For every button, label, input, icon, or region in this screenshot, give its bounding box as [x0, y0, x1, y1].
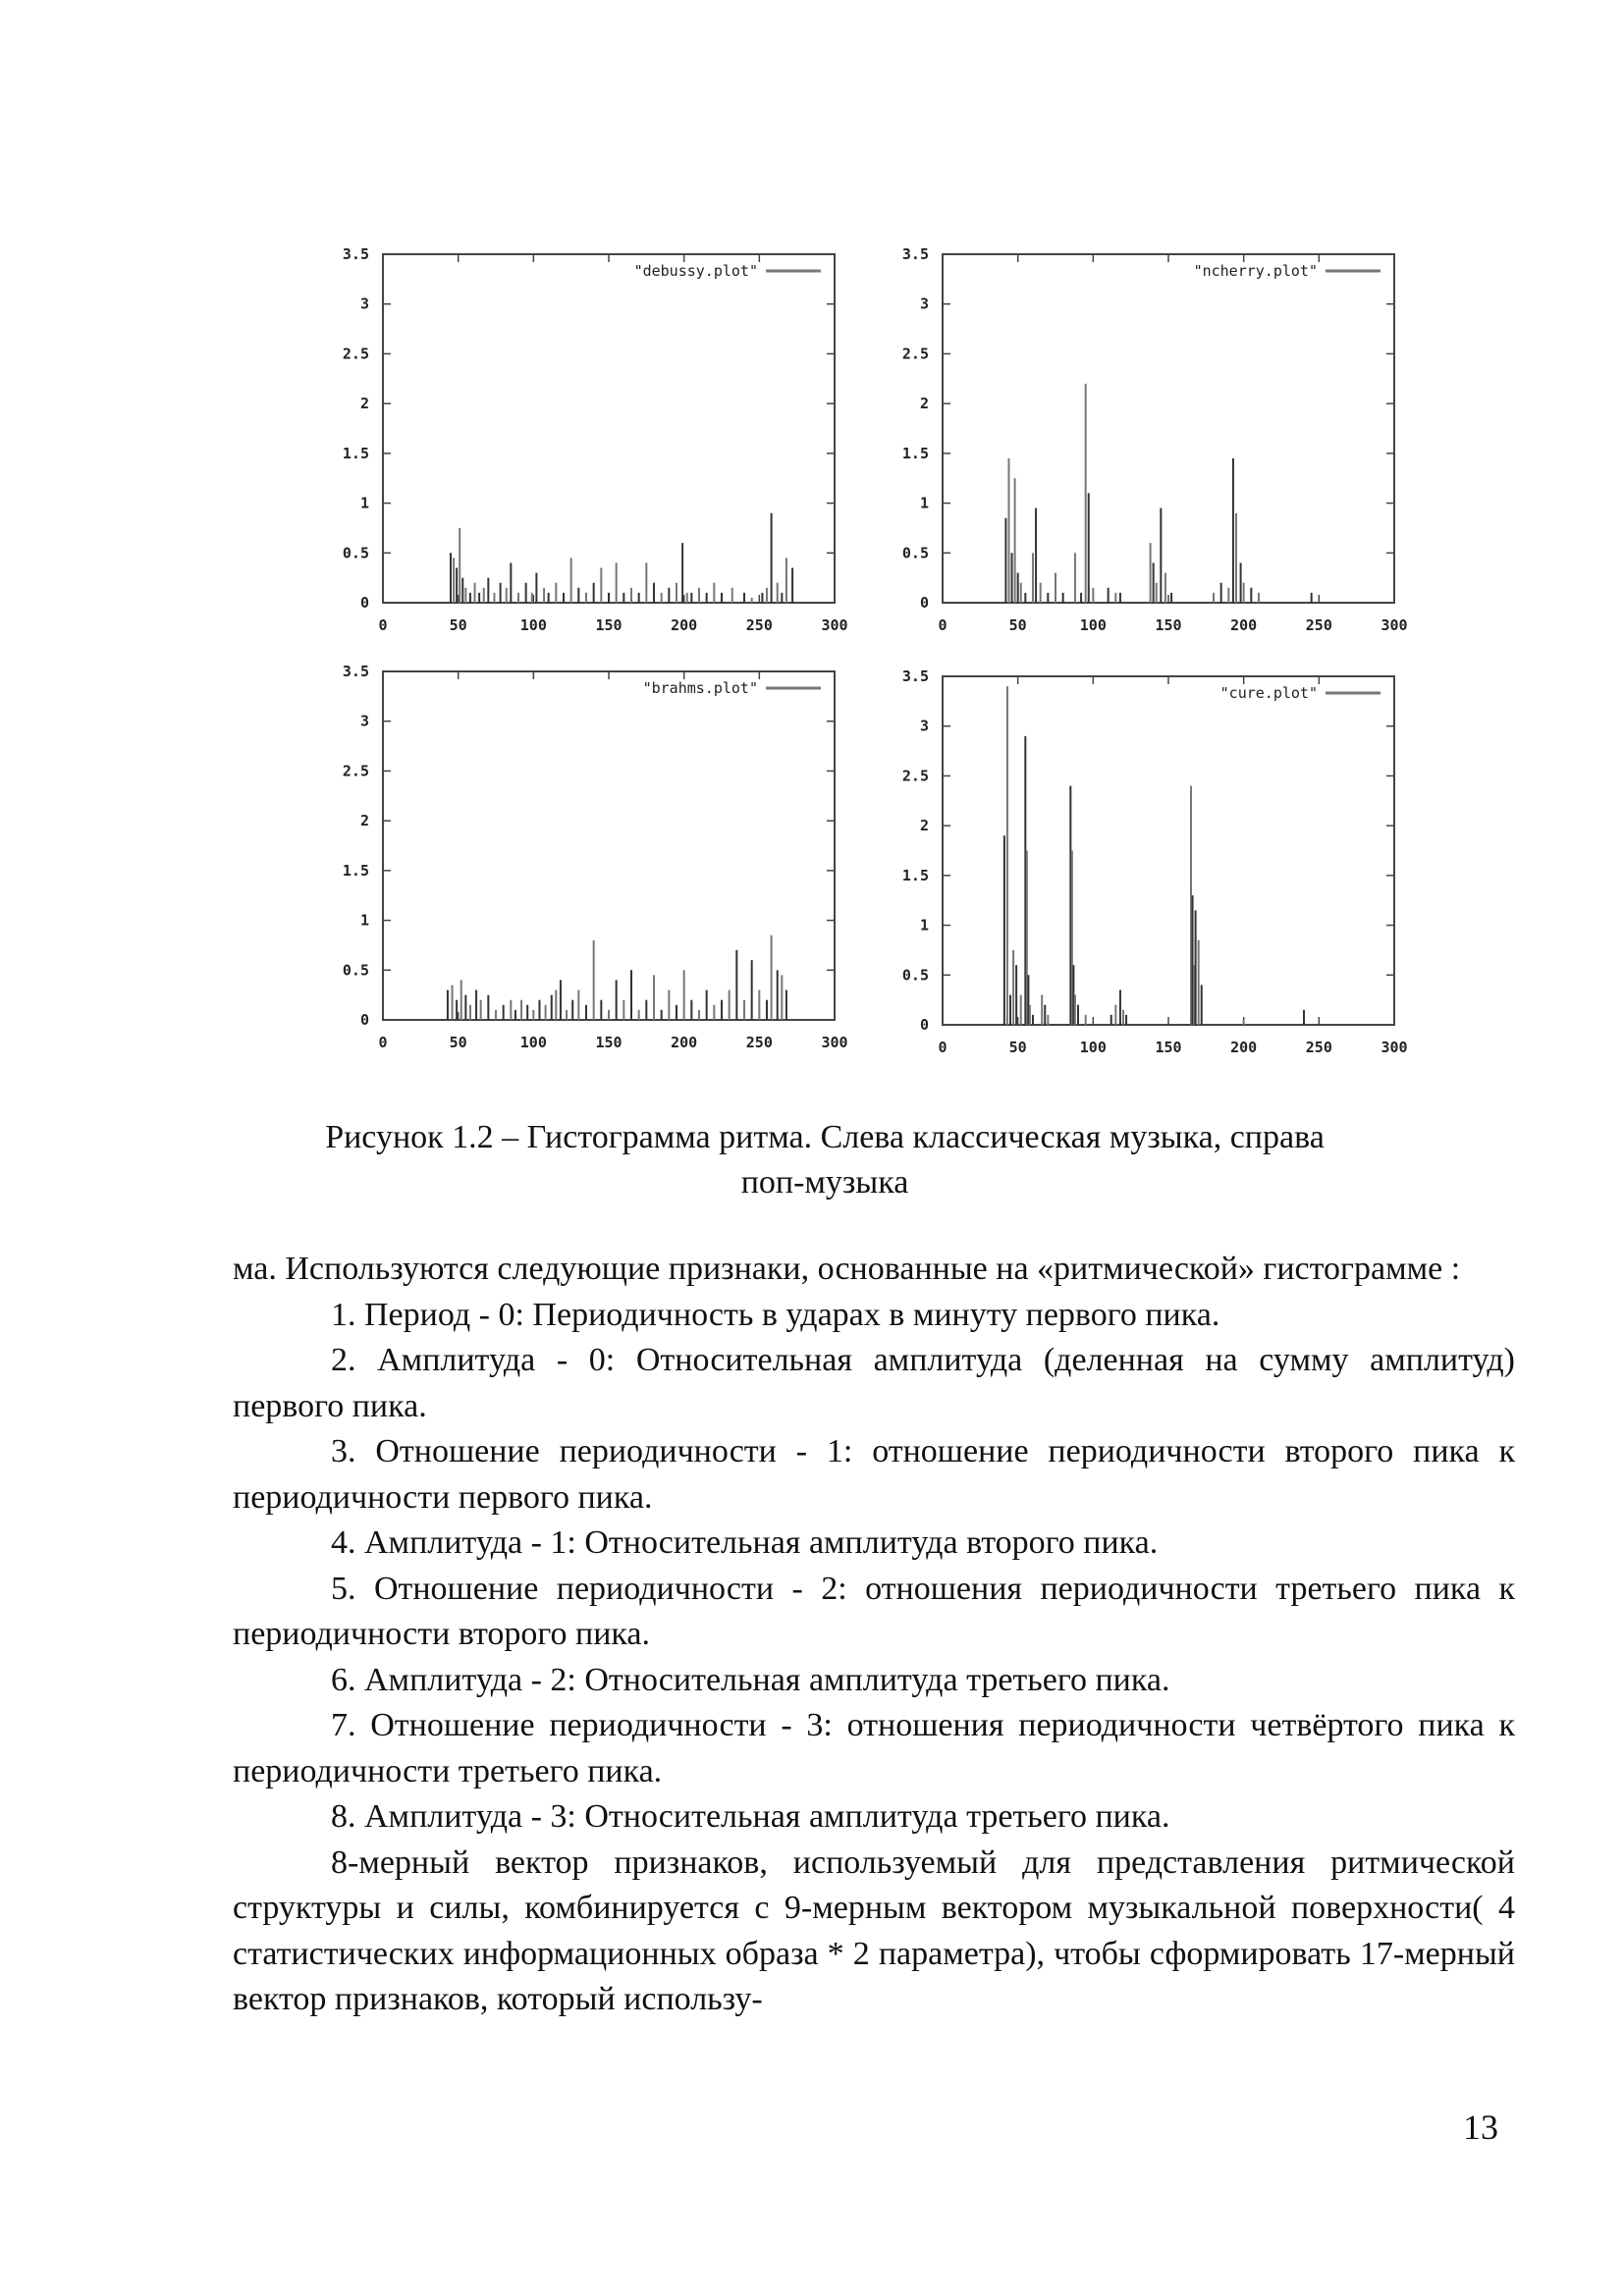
y-tick-label: 0.5 [902, 544, 929, 561]
list-item: 5. Отношение периодичности - 2: отношени… [233, 1570, 1515, 1653]
x-tick-label: 50 [450, 616, 467, 634]
x-tick-label: 150 [1155, 1039, 1181, 1056]
y-tick-label: 0.5 [343, 961, 369, 979]
y-tick-label: 2 [360, 395, 369, 412]
x-tick-label: 150 [595, 616, 622, 634]
y-tick-label: 1 [920, 917, 929, 934]
plot-frame [382, 670, 836, 1021]
y-tick-label: 0 [920, 594, 929, 612]
y-tick-label: 1 [920, 495, 929, 512]
legend-label: "cure.plot" [1220, 684, 1318, 702]
x-tick-label: 150 [595, 1034, 622, 1051]
y-tick-label: 1.5 [343, 862, 369, 880]
y-tick-label: 2.5 [902, 345, 929, 362]
x-tick-label: 50 [1009, 616, 1027, 634]
plot-frame [942, 253, 1395, 604]
y-tick-label: 3 [360, 295, 369, 313]
y-tick-label: 3.5 [902, 245, 929, 263]
x-tick-label: 300 [1380, 616, 1407, 634]
y-tick-label: 2 [920, 817, 929, 834]
list-item: 4. Амплитуда - 1: Относительная амплитуд… [331, 1524, 1159, 1561]
list-item: 6. Амплитуда - 2: Относительная амплитуд… [331, 1661, 1170, 1698]
chart-brahms: 0 0.5 1 1.5 2 2.5 3 3.5 0 50 100 150 200 250 300 "brahm… [324, 658, 874, 1060]
chart-ncherry: 0 0.5 1 1.5 2 2.5 3 3.5 0 50 100 150 200 250 300 "ncher… [884, 240, 1434, 643]
x-tick-label: 200 [1230, 616, 1257, 634]
y-tick-label: 2 [920, 395, 929, 412]
chart-debussy-svg: 0 0.5 1 1.5 2 2.5 3 3.5 0 50 100 150 200 250 300 "debus… [343, 245, 848, 634]
list-item: 7. Отношение периодичности - 3: отношени… [233, 1707, 1515, 1789]
x-tick-label: 100 [520, 616, 547, 634]
x-tick-label: 0 [938, 616, 947, 634]
list-item: 2. Амплитуда - 0: Относительная амплитуд… [233, 1342, 1515, 1424]
list-item: 1. Период - 0: Периодичность в ударах в … [331, 1296, 1220, 1333]
caption-line-1: Рисунок 1.2 – Гистограмма ритма. Слева к… [325, 1119, 1325, 1155]
paragraph-intro: ма. Используются следующие признаки, осн… [233, 1251, 1461, 1287]
chart-brahms-svg: 0 0.5 1 1.5 2 2.5 3 3.5 0 50 100 150 200 250 300 "brahm… [343, 663, 848, 1051]
y-tick-label: 1.5 [902, 445, 929, 462]
page-number: 13 [1463, 2108, 1498, 2147]
y-tick-label: 3.5 [343, 663, 369, 680]
x-tick-label: 100 [1080, 616, 1107, 634]
x-tick-label: 200 [671, 1034, 697, 1051]
y-tick-label: 2 [360, 812, 369, 829]
y-tick-label: 0 [360, 1011, 369, 1029]
x-tick-label: 300 [821, 616, 847, 634]
x-tick-label: 300 [1380, 1039, 1407, 1056]
y-tick-label: 2.5 [343, 345, 369, 362]
x-tick-label: 300 [821, 1034, 847, 1051]
x-tick-label: 250 [1306, 1039, 1332, 1056]
caption-line-2: поп-музыка [740, 1164, 909, 1201]
x-tick-label: 50 [1009, 1039, 1027, 1056]
y-tick-label: 2.5 [902, 767, 929, 784]
y-tick-label: 3.5 [343, 245, 369, 263]
x-tick-label: 250 [1306, 616, 1332, 634]
list-item: 3. Отношение периодичности - 1: отношени… [233, 1433, 1515, 1516]
x-tick-label: 100 [520, 1034, 547, 1051]
y-tick-label: 0.5 [343, 544, 369, 561]
plot-frame [942, 675, 1395, 1026]
plot-frame [382, 253, 836, 604]
paragraph-conclusion: 8-мерный вектор признаков, используемый … [233, 1843, 1515, 2018]
y-tick-label: 3.5 [902, 667, 929, 685]
figure-caption: Рисунок 1.2 – Гистограмма ритма. Слева к… [226, 1115, 1424, 1205]
x-tick-label: 200 [1230, 1039, 1257, 1056]
chart-ncherry-svg: 0 0.5 1 1.5 2 2.5 3 3.5 0 50 100 150 200 250 300 "ncher… [902, 245, 1408, 634]
legend-label: "brahms.plot" [643, 679, 758, 697]
y-tick-label: 1 [360, 495, 369, 512]
x-tick-label: 200 [671, 616, 697, 634]
y-tick-label: 0.5 [902, 966, 929, 984]
legend-label: "debussy.plot" [634, 262, 758, 280]
y-tick-label: 0 [360, 594, 369, 612]
chart-cure-svg: 0 0.5 1 1.5 2 2.5 3 3.5 0 50 100 150 200 250 300 "cure.… [902, 667, 1408, 1056]
y-tick-label: 3 [360, 713, 369, 730]
legend-label: "ncherry.plot" [1194, 262, 1318, 280]
x-tick-label: 0 [378, 616, 387, 634]
x-tick-label: 100 [1080, 1039, 1107, 1056]
x-tick-label: 250 [746, 616, 773, 634]
chart-cure: 0 0.5 1 1.5 2 2.5 3 3.5 0 50 100 150 200 250 300 "cure.… [884, 663, 1434, 1065]
y-tick-label: 3 [920, 295, 929, 313]
y-tick-label: 2.5 [343, 762, 369, 779]
x-tick-label: 0 [378, 1034, 387, 1051]
y-tick-label: 1 [360, 912, 369, 930]
y-tick-label: 3 [920, 718, 929, 735]
y-tick-label: 1.5 [343, 445, 369, 462]
x-tick-label: 250 [746, 1034, 773, 1051]
body-text: ма. Используются следующие признаки, осн… [233, 1247, 1515, 2023]
x-tick-label: 0 [938, 1039, 947, 1056]
x-tick-label: 150 [1155, 616, 1181, 634]
chart-debussy: 0 0.5 1 1.5 2 2.5 3 3.5 0 50 100 150 200 250 300 "debus… [324, 240, 874, 643]
x-tick-label: 50 [450, 1034, 467, 1051]
y-tick-label: 0 [920, 1016, 929, 1034]
y-tick-label: 1.5 [902, 867, 929, 884]
list-item: 8. Амплитуда - 3: Относительная амплитуд… [331, 1798, 1170, 1835]
